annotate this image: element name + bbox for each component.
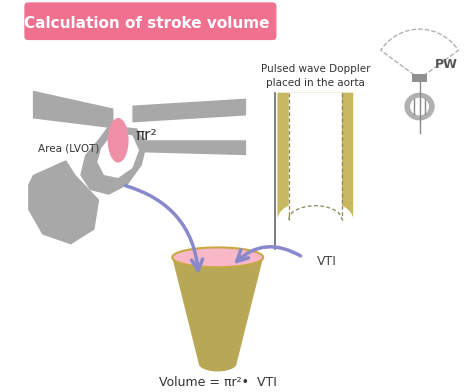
Ellipse shape (108, 118, 128, 163)
Polygon shape (277, 93, 353, 220)
Text: PW: PW (435, 58, 457, 71)
Text: VTI: VTI (317, 255, 337, 268)
Text: Calculation of stroke volume: Calculation of stroke volume (24, 16, 269, 31)
Polygon shape (80, 125, 146, 195)
FancyBboxPatch shape (24, 2, 276, 40)
Polygon shape (135, 140, 246, 155)
Polygon shape (172, 257, 263, 371)
Text: πr²: πr² (135, 128, 157, 143)
Polygon shape (97, 132, 139, 178)
Polygon shape (33, 91, 113, 128)
Text: Volume = πr²•  VTI: Volume = πr²• VTI (159, 376, 277, 389)
Ellipse shape (410, 98, 429, 116)
Text: Pulsed wave Doppler
placed in the aorta: Pulsed wave Doppler placed in the aorta (261, 65, 370, 88)
Ellipse shape (172, 247, 263, 267)
Polygon shape (28, 160, 99, 245)
Polygon shape (132, 99, 246, 122)
Ellipse shape (404, 93, 435, 120)
Bar (412, 74, 427, 82)
Text: Area (LVOT): Area (LVOT) (37, 143, 99, 153)
Polygon shape (381, 29, 458, 79)
Polygon shape (289, 93, 342, 220)
